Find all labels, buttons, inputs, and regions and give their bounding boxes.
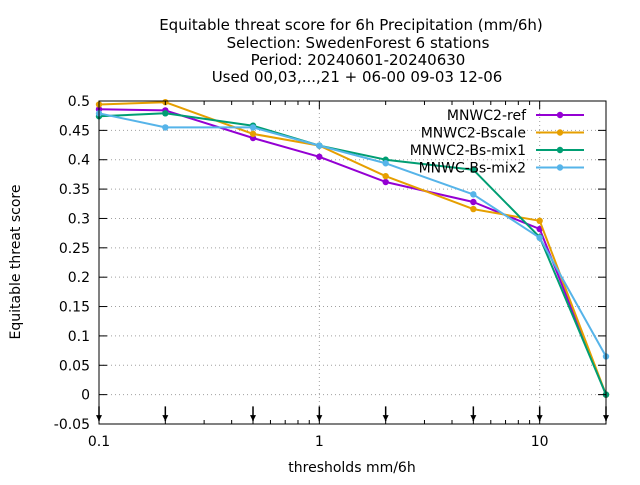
legend-label: MNWC2-Bscale xyxy=(421,126,526,142)
legend-marker xyxy=(556,146,564,154)
data-point xyxy=(536,217,543,225)
data-point xyxy=(162,124,169,131)
data-point xyxy=(470,198,477,206)
y-tick-label: 0.45 xyxy=(59,123,90,139)
y-tick-label: 0.5 xyxy=(68,94,90,110)
axis-ticks: -0.05 0 0.05 0.1 0.15 0.2 0.25 0.3 0.35 0.4 0.45 0.… xyxy=(54,94,606,450)
x-tick-label: 1 xyxy=(315,434,324,450)
title-line-4: Used 00,03,...,21 + 06-00 09-03 12-06 xyxy=(212,68,503,86)
data-point xyxy=(470,166,477,173)
grid xyxy=(99,101,606,424)
y-tick-label: 0.05 xyxy=(59,358,90,374)
title-line-2: Selection: SwedenForest 6 stations xyxy=(227,34,490,52)
series-line-3 xyxy=(98,112,607,395)
threshold-marker-arrow xyxy=(470,415,477,422)
series-line-2 xyxy=(98,101,607,395)
data-point xyxy=(470,205,477,213)
y-tick-label: 0.35 xyxy=(59,182,90,198)
data-point xyxy=(382,172,389,180)
data-point xyxy=(316,142,323,149)
threshold-marker-arrow xyxy=(382,415,389,422)
y-axis-label: Equitable threat score xyxy=(8,185,24,340)
x-axis-label: thresholds mm/6h xyxy=(288,460,415,476)
y-tick-label: -0.05 xyxy=(54,417,90,433)
x-tick-label: 0.1 xyxy=(88,434,110,450)
plot-frame xyxy=(98,100,607,425)
y-tick-label: 0.3 xyxy=(68,211,90,227)
y-tick-label: 0.15 xyxy=(59,300,90,316)
y-tick-label: 0.25 xyxy=(59,241,90,257)
title-line-1: Equitable threat score for 6h Precipitat… xyxy=(159,16,543,34)
threshold-marker-arrow xyxy=(162,415,169,422)
threshold-markers xyxy=(96,406,609,422)
data-point xyxy=(536,234,543,242)
legend-marker xyxy=(556,129,564,136)
y-tick-label: 0.1 xyxy=(68,329,90,345)
series-line-4 xyxy=(98,112,607,357)
y-tick-label: 0.2 xyxy=(68,270,90,286)
data-point xyxy=(316,153,323,160)
data-point xyxy=(382,178,389,186)
legend-marker xyxy=(556,111,564,119)
title-line-3: Period: 20240601-20240630 xyxy=(251,51,466,69)
threshold-marker-arrow xyxy=(250,415,257,422)
legend-label: MNWC2-Bs-mix1 xyxy=(410,143,526,159)
x-tick-label: 10 xyxy=(531,434,549,450)
series-lines xyxy=(95,98,610,398)
legend-marker xyxy=(556,164,564,171)
legend-label: MNWC2-ref xyxy=(447,108,527,124)
y-tick-label: 0 xyxy=(81,388,90,404)
legend-label: MNWC-Bs-mix2 xyxy=(419,161,526,177)
y-tick-label: 0.4 xyxy=(68,153,90,169)
data-point xyxy=(162,110,169,117)
data-point xyxy=(249,124,257,131)
data-point xyxy=(249,130,257,138)
chart-title: Equitable threat score for 6h Precipitat… xyxy=(159,16,543,86)
data-point xyxy=(470,191,477,198)
data-point xyxy=(382,160,389,167)
